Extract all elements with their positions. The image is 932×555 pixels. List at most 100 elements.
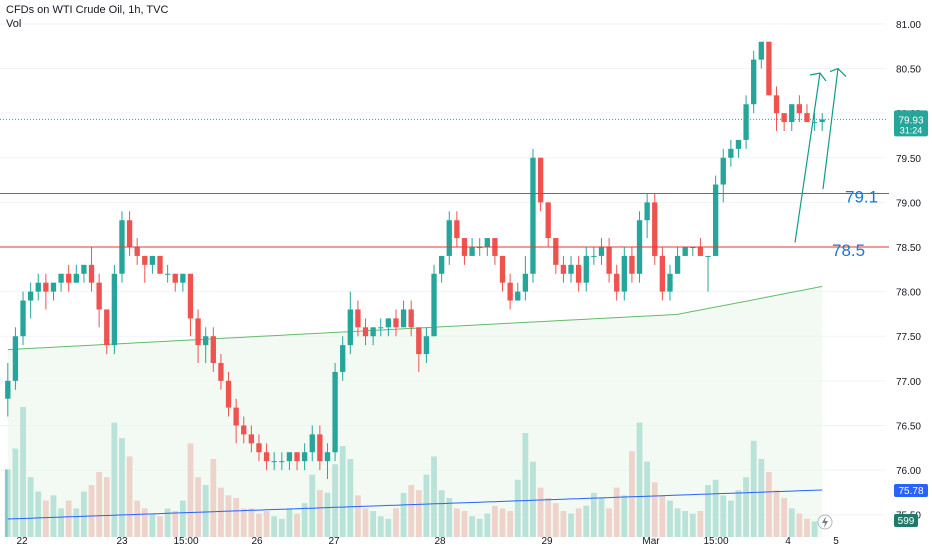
candle-body [400,309,407,328]
level-label: 78.5 [832,241,865,260]
candle-body [324,452,331,462]
x-tick-label: 15:00 [173,536,198,547]
candle-body [385,318,392,328]
candle-body [606,247,612,274]
candle-body [248,434,255,444]
candle-body [537,157,544,203]
candle-body [560,264,567,274]
candle-body [241,425,247,435]
candle-body [180,273,186,283]
candle-body [568,264,574,274]
candle-body [773,95,780,114]
candle-body [720,157,726,185]
candle-body [522,273,529,292]
candle-body [43,282,49,292]
candle-body [751,59,757,105]
last-price-value: 79.93 [898,115,923,126]
candle-body [735,139,742,149]
last-price-badge [894,110,928,137]
candle-body [469,247,475,256]
candle-body [111,273,118,346]
candle-body [81,264,87,274]
x-tick-label: Mar [642,536,660,547]
candle-body [301,452,308,462]
candle-body [712,184,719,256]
y-tick-label: 79.00 [896,198,921,209]
candle-body [728,148,734,158]
y-tick-label: 78.50 [896,243,921,254]
candle-body [598,247,605,256]
candle-body [225,380,232,408]
x-tick-label: 22 [16,536,28,547]
arrow-shaft [794,72,821,243]
candle-body [294,452,300,462]
last-volume-value: 599 [898,516,915,527]
candle-body [286,452,293,462]
candle-body [370,327,376,337]
candle-body [347,309,353,346]
candle-body [515,291,521,301]
candle-body [545,202,551,239]
y-tick-label: 80.50 [896,65,921,76]
candle-body [210,336,216,363]
candle-body [804,113,810,123]
arrow-shaft [822,68,839,190]
candle-body [58,273,64,283]
candle-body [697,247,704,256]
candle-body [126,220,133,247]
candle-body [66,273,72,283]
candle-body [340,345,346,372]
candle-body [195,318,201,346]
candle-body [454,220,460,239]
candle-body [766,41,772,96]
candle-body [507,282,513,301]
candle-body [187,273,194,319]
x-tick-label: 29 [541,536,553,547]
x-tick-label: 28 [434,536,446,547]
candle-body [332,371,338,453]
lightning-glyph-icon [822,516,828,528]
volume-ma-value: 75.78 [898,486,923,497]
candle-body [218,363,224,381]
candle-body [591,255,597,257]
candle-body [172,273,178,283]
candle-body [20,300,26,337]
candle-body [796,104,803,114]
candle-body [499,255,506,283]
candle-body [644,202,650,221]
candle-body [530,157,536,274]
candle-body [621,255,627,292]
candle-body [279,461,285,463]
candle-body [142,255,148,265]
candle-body [88,264,95,283]
price-ma-line [7,285,823,351]
candle-body [438,255,445,274]
volume-label: Vol [6,18,22,30]
candle-body [416,327,422,355]
candle-body [575,264,582,283]
candle-body [667,273,673,292]
y-tick-label: 77.50 [896,332,921,343]
x-tick-label: 27 [328,536,340,547]
y-tick-label: 79.50 [896,154,921,165]
candle-body [149,255,156,265]
candle-body [35,282,41,292]
candle-body [408,309,414,328]
y-tick-label: 78.00 [896,288,921,299]
candle-body [317,434,323,462]
candle-body [446,220,452,256]
candle-body [203,336,209,346]
y-tick-label: 76.50 [896,421,921,432]
x-tick-label: 5 [833,536,839,547]
candle-body [781,113,787,123]
candle-body [263,452,270,462]
countdown-value: 31:24 [900,125,923,135]
candle-body [164,273,171,275]
ma-area [7,286,823,537]
candle-body [73,273,79,283]
candle-body [134,247,140,256]
candle-body [484,238,490,247]
volume-ma-badge [894,484,928,497]
